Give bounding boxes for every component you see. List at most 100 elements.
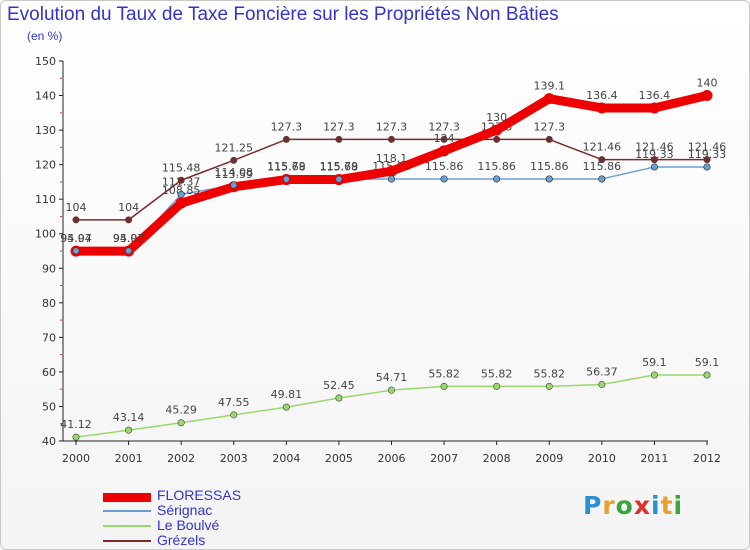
data-point-grezels (545, 135, 553, 143)
data-point-le-boulve (335, 394, 343, 402)
data-point-serignac-overlay (545, 175, 553, 183)
data-point-grezels (440, 135, 448, 143)
data-point-le-boulve (177, 419, 185, 427)
data-point-serignac-overlay (230, 181, 238, 189)
data-label-le-boulve: 59.1 (642, 356, 667, 369)
legend-swatch-floressas (103, 493, 151, 502)
data-label-floressas: 113.59 (215, 168, 254, 181)
data-label-floressas: 124 (434, 132, 455, 145)
y-tick-label: 110 (35, 193, 56, 206)
data-label-le-boulve: 47.55 (218, 396, 250, 409)
proxiti-logo: Proxiti (583, 491, 683, 520)
data-label-serignac: 115.86 (583, 160, 622, 173)
data-point-floressas (175, 197, 187, 209)
data-label-floressas: 136.4 (639, 89, 671, 102)
data-point-floressas (543, 93, 555, 105)
data-point-grezels (125, 216, 133, 224)
x-tick-label: 2001 (115, 452, 143, 465)
x-tick-label: 2011 (640, 452, 668, 465)
data-point-serignac-overlay (493, 175, 501, 183)
data-label-grezels: 121.46 (688, 141, 727, 154)
data-label-floressas: 130 (486, 111, 507, 124)
x-tick-label: 2007 (430, 452, 458, 465)
y-tick-label: 40 (42, 435, 56, 448)
x-tick-label: 2006 (378, 452, 406, 465)
data-point-le-boulve (72, 433, 80, 441)
data-point-grezels (493, 135, 501, 143)
data-label-floressas: 136.4 (586, 89, 618, 102)
data-point-grezels (598, 156, 606, 164)
data-point-serignac-overlay (335, 175, 343, 183)
data-point-grezels (282, 135, 290, 143)
x-tick-label: 2009 (535, 452, 563, 465)
data-point-le-boulve (125, 426, 133, 434)
logo-letter: o (615, 491, 634, 520)
logo-letter: x (633, 491, 651, 520)
logo-letter: r (602, 491, 616, 520)
data-label-floressas: 115.68 (320, 161, 359, 174)
data-point-le-boulve (650, 371, 658, 379)
data-point-grezels (703, 156, 711, 164)
y-tick-label: 150 (35, 55, 56, 68)
data-point-serignac-overlay (387, 175, 395, 183)
x-tick-label: 2003 (220, 452, 248, 465)
data-label-grezels: 121.46 (635, 141, 674, 154)
data-point-le-boulve (282, 403, 290, 411)
data-label-le-boulve: 54.71 (376, 371, 408, 384)
data-label-serignac: 115.86 (477, 160, 516, 173)
data-point-serignac-overlay (598, 175, 606, 183)
legend-swatch-le-boulve (103, 525, 151, 527)
data-label-grezels: 104 (118, 201, 139, 214)
x-tick-label: 2000 (62, 452, 90, 465)
data-point-le-boulve (493, 382, 501, 390)
data-label-grezels: 115.48 (162, 161, 201, 174)
x-tick-label: 2004 (272, 452, 300, 465)
data-label-le-boulve: 59.1 (695, 356, 720, 369)
legend-swatch-grezels (103, 540, 151, 542)
data-point-serignac-overlay (650, 163, 658, 171)
data-label-grezels: 127.3 (376, 120, 408, 133)
data-point-grezels (230, 156, 238, 164)
data-label-floressas: 94.97 (113, 232, 145, 245)
y-tick-label: 70 (42, 331, 56, 344)
y-tick-label: 90 (42, 262, 56, 275)
data-point-le-boulve (545, 382, 553, 390)
chart-title: Evolution du Taux de Taxe Foncière sur l… (7, 4, 559, 25)
data-label-le-boulve: 49.81 (271, 388, 303, 401)
data-label-serignac: 115.86 (530, 160, 569, 173)
data-label-le-boulve: 55.82 (428, 367, 460, 380)
data-label-le-boulve: 56.37 (586, 365, 618, 378)
y-tick-label: 100 (35, 228, 56, 241)
data-point-grezels (72, 216, 80, 224)
data-point-le-boulve (387, 386, 395, 394)
x-tick-label: 2010 (588, 452, 616, 465)
x-tick-label: 2005 (325, 452, 353, 465)
data-label-serignac: 119.33 (688, 148, 727, 161)
data-point-floressas (648, 102, 660, 114)
data-point-floressas (701, 90, 713, 102)
data-point-serignac-overlay (72, 247, 80, 255)
data-point-floressas (386, 165, 397, 177)
data-point-floressas (438, 145, 450, 157)
data-label-floressas: 118.1 (376, 152, 408, 165)
data-label-le-boulve: 52.45 (323, 379, 355, 392)
y-tick-label: 80 (42, 297, 56, 310)
y-tick-label: 50 (42, 400, 56, 413)
data-point-grezels (177, 176, 185, 184)
data-label-le-boulve: 45.29 (165, 404, 197, 417)
data-label-grezels: 127.3 (534, 120, 566, 133)
x-tick-label: 2008 (483, 452, 511, 465)
y-tick-label: 130 (35, 124, 56, 137)
data-label-le-boulve: 55.82 (534, 367, 566, 380)
data-label-floressas: 115.68 (267, 161, 306, 174)
data-label-grezels: 127.3 (323, 120, 355, 133)
data-label-serignac: 115.79 (320, 160, 359, 173)
legend-swatch-serignac (103, 510, 151, 512)
data-point-le-boulve (703, 371, 711, 379)
logo-letter: i (673, 491, 684, 520)
data-point-floressas (491, 124, 503, 136)
data-point-grezels (335, 135, 343, 143)
x-tick-label: 2012 (693, 452, 721, 465)
data-point-le-boulve (440, 382, 448, 390)
